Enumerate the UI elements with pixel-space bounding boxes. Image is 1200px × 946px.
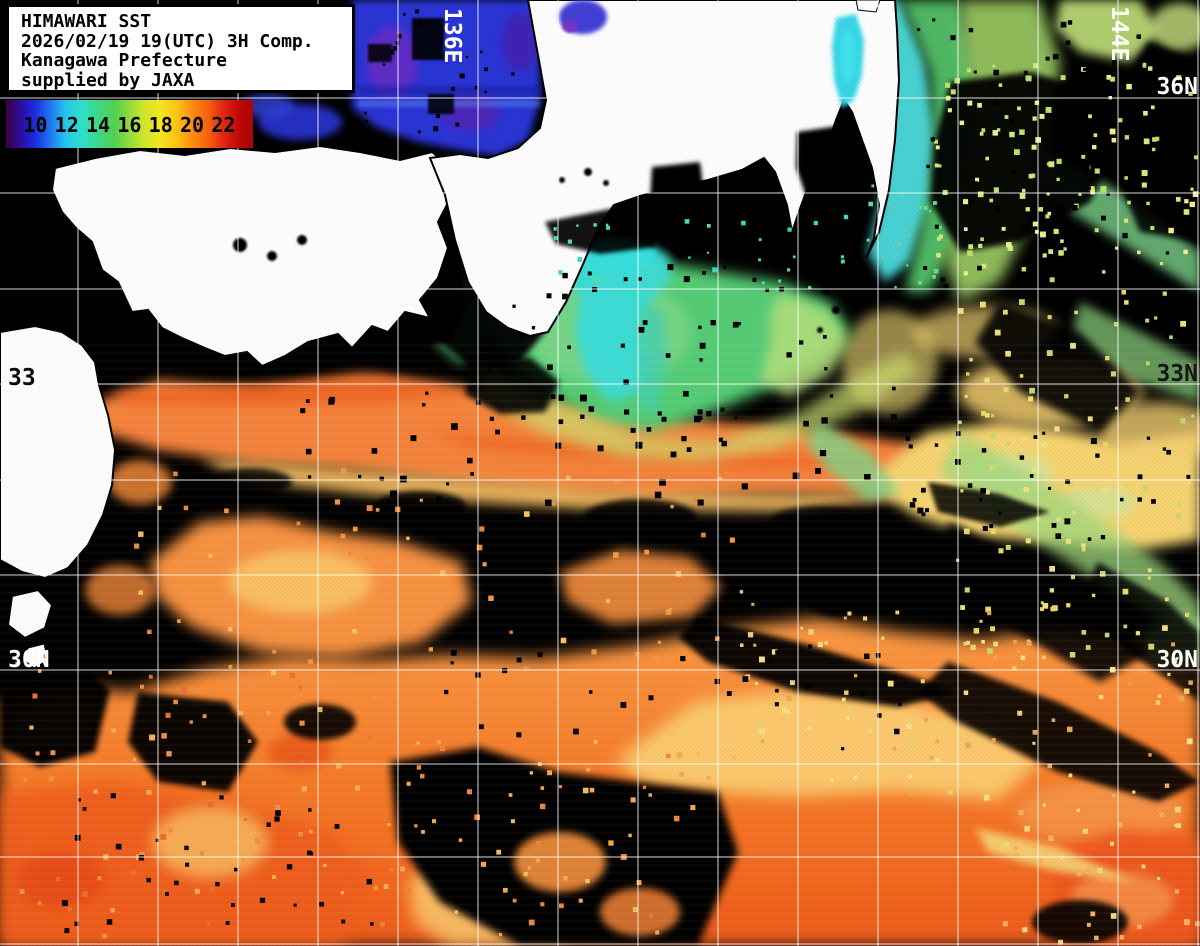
scale-tick: 14 <box>86 113 111 137</box>
label-30n-right: 30N <box>1156 647 1198 673</box>
label-33n-right: 33N <box>1156 361 1198 387</box>
info-title: HIMAWARI SST <box>21 11 152 32</box>
info-source: Kanagawa Prefecture <box>21 50 227 71</box>
scale-tick: 10 <box>23 113 48 137</box>
info-datetime: 2026/02/19 19(UTC) 3H Comp. <box>21 30 314 52</box>
label-144e: 144E <box>1106 6 1132 61</box>
label-33-left: 33 <box>8 365 36 391</box>
scale-tick: 18 <box>148 113 173 137</box>
scale-tick: 22 <box>211 113 236 137</box>
scanline-overlay <box>0 340 1200 946</box>
label-136e: 136E <box>439 8 465 63</box>
info-credit: supplied by JAXA <box>21 69 195 91</box>
scale-tick: 12 <box>54 113 79 137</box>
label-30n-left: 30N <box>8 647 50 673</box>
temperature-color-scale: 10 12 14 16 18 20 22 <box>6 100 253 148</box>
scale-tick: 16 <box>117 113 142 137</box>
label-36n: 36N <box>1156 74 1198 100</box>
latlon-labels: 136E 144E 36N 33N 33 30N 30N <box>8 6 1198 673</box>
info-box: HIMAWARI SST 2026/02/19 19(UTC) 3H Comp.… <box>6 4 355 93</box>
scale-tick: 20 <box>180 113 205 137</box>
